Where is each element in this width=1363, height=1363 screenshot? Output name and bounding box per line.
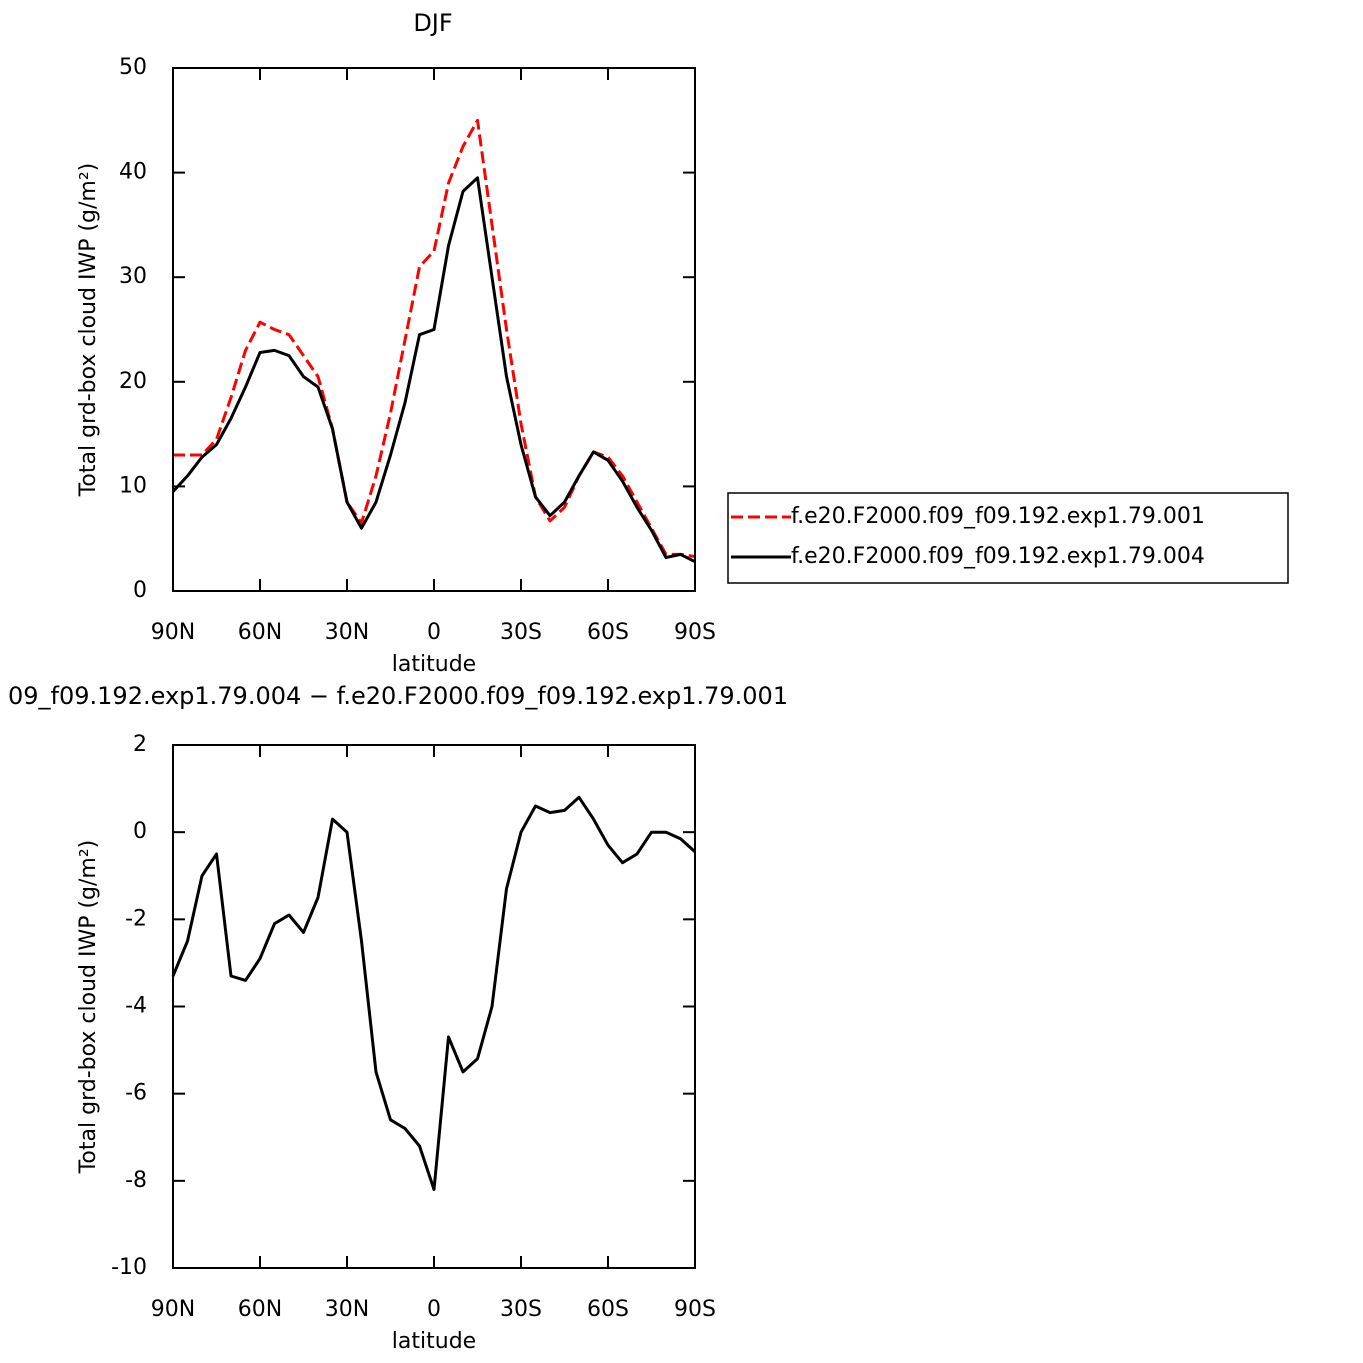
y-tick-label: 0 — [133, 578, 147, 603]
y-tick-label: -4 — [125, 994, 147, 1019]
x-axis-label: latitude — [392, 1329, 476, 1354]
y-tick-label: 30 — [119, 264, 147, 289]
y-axis-label: Total grd-box cloud IWP (g/m²) — [76, 840, 101, 1175]
y-tick-label: -10 — [111, 1255, 147, 1280]
y-axis-label: Total grd-box cloud IWP (g/m²) — [76, 163, 101, 498]
legend-label: f.e20.F2000.f09_f09.192.exp1.79.004 — [791, 544, 1205, 569]
y-tick-label: 20 — [119, 369, 147, 394]
x-tick-label: 30S — [500, 620, 542, 645]
chart-title: 09_f09.192.exp1.79.004 − f.e20.F2000.f09… — [8, 682, 788, 710]
y-tick-label: -2 — [125, 906, 147, 931]
x-tick-label: 60N — [238, 620, 282, 645]
x-axis-label: latitude — [392, 652, 476, 677]
plot-frame — [172, 67, 696, 592]
x-tick-label: 0 — [427, 1297, 441, 1322]
y-tick-label: 10 — [119, 473, 147, 498]
x-tick-label: 60S — [587, 1297, 629, 1322]
x-tick-label: 90N — [151, 620, 195, 645]
legend-box — [727, 492, 1289, 584]
y-tick-label: 0 — [133, 819, 147, 844]
legend-label: f.e20.F2000.f09_f09.192.exp1.79.001 — [791, 504, 1205, 529]
data-line — [173, 118, 696, 558]
y-tick-label: 50 — [119, 55, 147, 80]
y-tick-label: 40 — [119, 160, 147, 185]
y-tick-label: -8 — [125, 1168, 147, 1193]
x-tick-label: 90S — [674, 620, 716, 645]
plot-frame — [172, 744, 696, 1269]
y-tick-label: -6 — [125, 1081, 147, 1106]
x-tick-label: 0 — [427, 620, 441, 645]
data-line — [171, 176, 696, 564]
x-tick-label: 60S — [587, 620, 629, 645]
x-tick-label: 60N — [238, 1297, 282, 1322]
x-tick-label: 90S — [674, 1297, 716, 1322]
x-tick-label: 90N — [151, 1297, 195, 1322]
x-tick-label: 30N — [325, 620, 369, 645]
chart-title: DJF — [413, 9, 452, 37]
x-tick-label: 30N — [325, 1297, 369, 1322]
x-tick-label: 30S — [500, 1297, 542, 1322]
data-line — [171, 795, 697, 1191]
y-tick-label: 2 — [133, 732, 147, 757]
